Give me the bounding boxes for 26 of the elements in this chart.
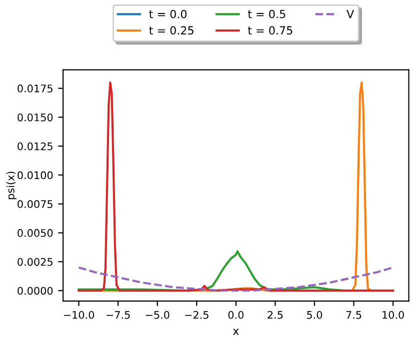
legend-label: t = 0.0 (149, 10, 187, 18)
x-tick-label: −5.0 (146, 310, 170, 319)
legend-label: V (346, 10, 354, 18)
x-axis-title: x (232, 328, 239, 335)
x-tick-label: −7.5 (106, 311, 130, 319)
legend-label: t = 0.25 (149, 26, 194, 35)
legend-label: t = 0.75 (248, 26, 292, 35)
x-tick-label: 2.5 (268, 310, 283, 319)
y-tick-label: 0.0175 (18, 84, 52, 92)
x-tick-label: 5.0 (307, 310, 322, 319)
legend-label: t = 0.5 (248, 10, 286, 18)
x-tick-label: 0.0 (228, 310, 244, 319)
x-tick-label: 7.5 (346, 311, 362, 319)
line-series (78, 266, 394, 292)
y-tick-label: 0.0100 (18, 171, 53, 180)
y-tick-label: 0.0000 (18, 286, 53, 295)
x-tick-label: 10.0 (382, 310, 404, 319)
y-tick-label: 0.0025 (18, 258, 52, 266)
y-tick-label: 0.0075 (18, 200, 52, 208)
y-tick-label: 0.0050 (18, 229, 53, 237)
y-tick-label: 0.0125 (18, 142, 52, 150)
x-tick-label: −10.0 (64, 310, 94, 319)
x-tick-label: −2.5 (185, 310, 208, 319)
y-axis-title: psi(x) (6, 172, 16, 200)
line-series (78, 82, 394, 292)
y-tick-label: 0.0150 (18, 113, 53, 122)
